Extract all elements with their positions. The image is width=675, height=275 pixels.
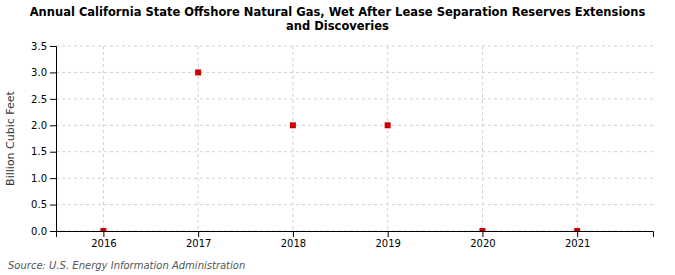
tick: 2017 (186, 231, 211, 249)
plot: 2016 2017 2018 2019 2020 2021 0.0 0.5 1.0 1.5 2.0 2… (31, 41, 653, 249)
tick-mark (50, 152, 56, 153)
tick-mark (50, 99, 56, 100)
grid-line-x (577, 46, 578, 231)
point (290, 122, 296, 128)
tick-label: 2019 (375, 238, 400, 249)
tick: 2019 (375, 231, 400, 249)
tick-label: 3.0 (31, 67, 47, 78)
tick-label: 2017 (186, 238, 211, 249)
y-axis-title: Billion Cubic Feet (4, 90, 17, 185)
point (195, 69, 201, 75)
point (574, 228, 580, 231)
title: Annual California State Offshore Natural… (30, 5, 646, 33)
tick: 2.0 (31, 120, 56, 131)
chart: 2016 2017 2018 2019 2020 2021 0.0 0.5 1.0 1.5 2.0 2… (0, 0, 675, 275)
grid (56, 46, 653, 231)
tick-mark (50, 46, 56, 47)
tick: 1.5 (31, 146, 56, 157)
tick: 2.5 (31, 94, 56, 105)
tick: 2016 (91, 231, 116, 249)
tick-mark (50, 72, 56, 73)
tick-mark (50, 205, 56, 206)
tick: 0.5 (31, 199, 56, 210)
grid-line-y (56, 178, 653, 179)
point (479, 228, 485, 231)
tick: 3.5 (31, 41, 56, 52)
tick-label: 1.0 (31, 173, 47, 184)
tick-label: 1.5 (31, 146, 47, 157)
tick-mark (198, 231, 199, 237)
point (385, 122, 391, 128)
grid-line-x (103, 46, 104, 231)
tick: 2020 (470, 231, 495, 249)
tick-mark (103, 231, 104, 237)
tick-label: 3.5 (31, 41, 47, 52)
grid-line-y (56, 72, 653, 73)
marks (100, 69, 580, 231)
x-axis: 2016 2017 2018 2019 2020 2021 (57, 231, 654, 249)
axis-line (50, 47, 57, 232)
tick: 0.0 (31, 226, 56, 237)
tick-label: 2.5 (31, 94, 47, 105)
tick-mark (577, 231, 578, 237)
grid-line-y (56, 46, 653, 47)
tick: 3.0 (31, 67, 56, 78)
axis-line (57, 232, 654, 238)
annotation: Source: U.S. Energy Information Administ… (8, 260, 245, 271)
tick-label: 2020 (470, 238, 495, 249)
tick-mark (388, 231, 389, 237)
tick-label: 0.0 (31, 226, 47, 237)
grid-line-x (292, 46, 293, 231)
grid-line-x (482, 46, 483, 231)
tick-label: 0.5 (31, 199, 47, 210)
tick-label: 2.0 (31, 120, 47, 131)
tick: 2018 (281, 231, 306, 249)
tick-mark (50, 125, 56, 126)
tick-label: 2018 (281, 238, 306, 249)
grid-line-y (56, 204, 653, 205)
tick-mark (50, 178, 56, 179)
point (100, 228, 106, 231)
tick-mark (50, 231, 56, 232)
tick: 1.0 (31, 173, 56, 184)
tick: 2021 (565, 231, 590, 249)
grid-line-y (56, 125, 653, 126)
grid-line-x (387, 46, 388, 231)
grid-line-y (56, 98, 653, 99)
tick-mark (293, 231, 294, 237)
grid-line-y (56, 151, 653, 152)
tick-label: 2016 (91, 238, 116, 249)
y-axis: 0.0 0.5 1.0 1.5 2.0 2.5 3.0 3.5 (31, 41, 56, 237)
tick-label: 2021 (565, 238, 590, 249)
tick-mark (482, 231, 483, 237)
